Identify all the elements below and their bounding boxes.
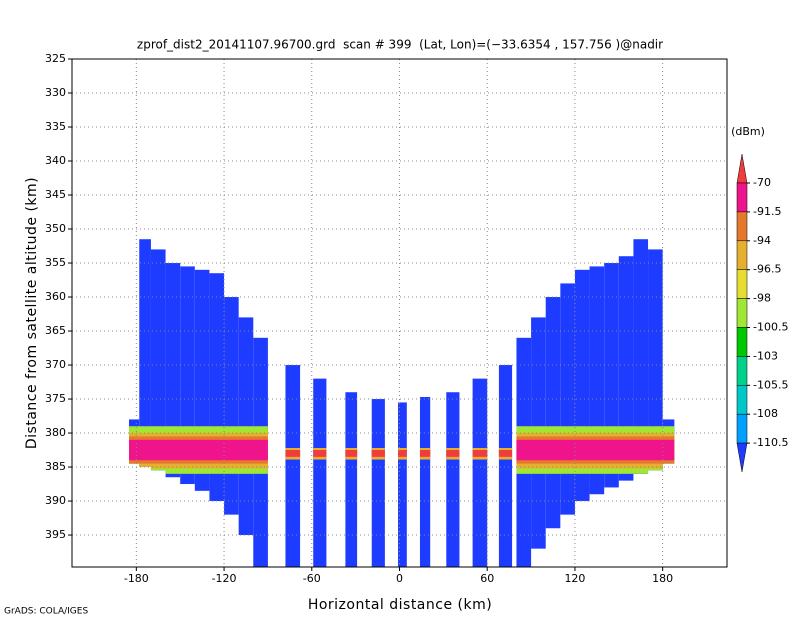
echo-layer xyxy=(129,439,271,461)
y-tick-label: 390 xyxy=(45,494,66,507)
y-axis-title: Distance from satellite altitude (km) xyxy=(24,177,40,449)
y-tick-label: 325 xyxy=(45,52,66,65)
colorbar-label: -100.5 xyxy=(753,321,788,334)
x-tick-label: 60 xyxy=(480,572,494,585)
plot-frame xyxy=(71,58,728,568)
x-tick-label: -120 xyxy=(212,572,237,585)
colorbar-arrow xyxy=(736,442,748,473)
swath-column xyxy=(398,402,407,567)
chart-title: zprof_dist2_20141107.96700.grd scan # 39… xyxy=(137,38,663,52)
colorbar-segment xyxy=(736,182,748,213)
swath-column xyxy=(139,239,151,468)
colorbar-arrow xyxy=(736,154,748,184)
y-tick-label: 375 xyxy=(45,392,66,405)
swath-column xyxy=(313,378,327,567)
field xyxy=(129,239,675,567)
colorbar-segment xyxy=(736,385,748,415)
colorbar-label: -94 xyxy=(753,234,771,247)
colorbar-label: -105.5 xyxy=(753,378,788,391)
swath-column xyxy=(224,297,239,515)
colorbar-label: -91.5 xyxy=(753,205,781,218)
colorbar-segment xyxy=(736,211,748,242)
x-axis-title: Horizontal distance (km) xyxy=(308,597,492,613)
echo-layer xyxy=(270,450,514,457)
y-tick-label: 330 xyxy=(45,86,66,99)
y-tick-label: 385 xyxy=(45,460,66,473)
colorbar-label: -96.5 xyxy=(753,263,781,276)
echo-layer xyxy=(513,439,675,461)
swath-column xyxy=(371,399,385,567)
swath-column xyxy=(618,256,634,481)
colorbar-segment xyxy=(736,413,748,444)
x-tick-label: 180 xyxy=(652,572,673,585)
y-tick-label: 370 xyxy=(45,358,66,371)
swath-column xyxy=(285,365,301,567)
colorbar-segment xyxy=(736,298,748,328)
axes: 325 330 335 340 345 350 355 360 365 370 375 380 385 3… xyxy=(45,52,788,585)
swath-column xyxy=(498,365,513,567)
y-tick-label: 350 xyxy=(45,222,66,235)
colorbar-segment xyxy=(736,356,748,386)
swath-column xyxy=(633,239,649,474)
swath-column xyxy=(648,249,663,471)
x-tick-label: -180 xyxy=(124,572,149,585)
swath-column xyxy=(472,378,488,567)
swath-column xyxy=(345,392,358,567)
swath-column xyxy=(165,263,181,478)
y-tick-label: 395 xyxy=(45,528,66,541)
x-tick-label: 0 xyxy=(396,572,403,585)
x-tick-label: 120 xyxy=(564,572,585,585)
colorbar-label: -108 xyxy=(753,407,778,420)
swath-column xyxy=(150,249,166,471)
y-tick-label: 340 xyxy=(45,154,66,167)
colorbar-segment xyxy=(736,269,748,299)
colorbar-label: -103 xyxy=(753,349,778,362)
y-tick-label: 365 xyxy=(45,324,66,337)
colorbar-label: -98 xyxy=(753,292,771,305)
footer: GrADS: COLA/IGES xyxy=(4,607,88,617)
colorbar-label: -110.5 xyxy=(753,436,788,449)
y-tick-label: 345 xyxy=(45,188,66,201)
colorbar-segment xyxy=(736,327,748,357)
swath-column xyxy=(419,396,431,567)
colorbar-segment xyxy=(736,240,748,270)
colorbar-unit: (dBm) xyxy=(731,125,765,138)
x-tick-label: -60 xyxy=(303,572,321,585)
colorbar-label: -70 xyxy=(753,176,771,189)
y-tick-label: 355 xyxy=(45,256,66,269)
swath-column xyxy=(446,392,460,567)
y-tick-label: 360 xyxy=(45,290,66,303)
y-tick-label: 335 xyxy=(45,120,66,133)
swath-column xyxy=(545,297,561,529)
y-tick-label: 380 xyxy=(45,426,66,439)
